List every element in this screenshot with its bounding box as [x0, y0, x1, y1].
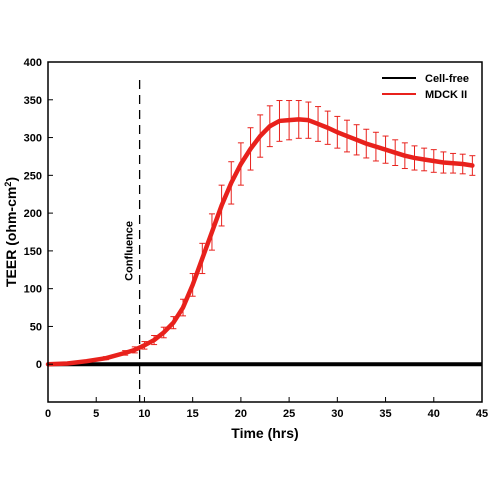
x-tick-label: 5: [93, 408, 99, 420]
y-tick-label: 200: [24, 208, 42, 220]
confluence-annotation: Confluence: [124, 221, 136, 281]
y-tick-label: 250: [24, 170, 42, 182]
x-tick-label: 15: [187, 408, 199, 420]
x-tick-label: 25: [283, 408, 295, 420]
y-tick-label: 300: [24, 133, 42, 145]
x-tick-label: 45: [476, 408, 488, 420]
y-axis-title-close: ): [3, 177, 19, 182]
axis-ticks: 0 5 10 15 20 25 30 35 40 45 0 50 100 150 200 250 300 350 4…: [24, 57, 488, 420]
y-axis-title: TEER (ohm-cm2): [3, 177, 19, 287]
y-axis-title-superscript: 2: [3, 182, 13, 187]
x-tick-label: 10: [138, 408, 150, 420]
y-tick-label: 50: [30, 321, 42, 333]
y-axis-title-main: TEER (ohm-cm: [3, 187, 19, 287]
y-tick-label: 150: [24, 246, 42, 258]
y-tick-label: 0: [36, 359, 42, 371]
x-axis-title: Time (hrs): [231, 425, 298, 441]
legend: Cell-free MDCK II: [382, 73, 469, 101]
x-tick-label: 30: [331, 408, 343, 420]
y-tick-label: 350: [24, 95, 42, 107]
x-tick-label: 40: [428, 408, 440, 420]
x-tick-label: 35: [379, 408, 391, 420]
series-line-mdck-ii: [45, 117, 475, 367]
legend-label-mdck-ii: MDCK II: [425, 89, 467, 101]
x-tick-label: 20: [235, 408, 247, 420]
x-tick-label: 0: [45, 408, 51, 420]
legend-label-cell-free: Cell-free: [425, 73, 469, 85]
plot-frame: [47, 61, 483, 403]
y-tick-label: 400: [24, 57, 42, 69]
plot-area: [45, 80, 482, 402]
y-tick-label: 100: [24, 284, 42, 296]
